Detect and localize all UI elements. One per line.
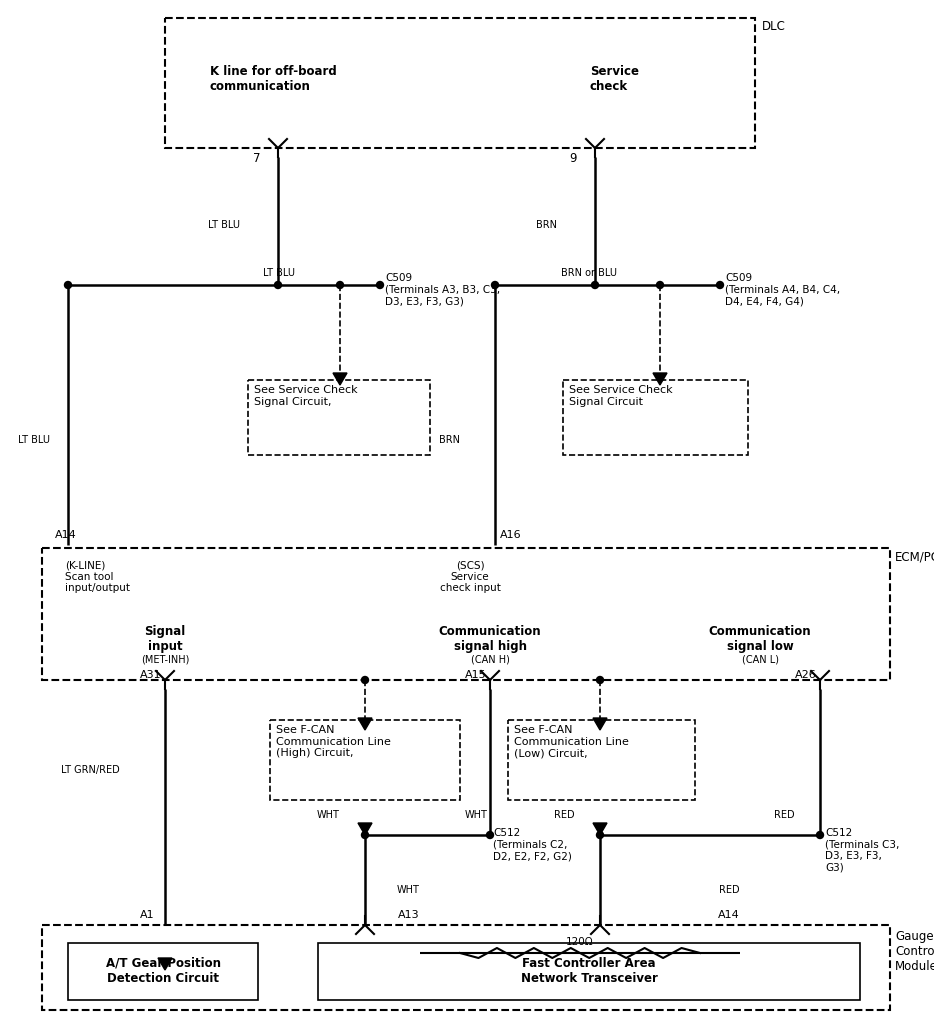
Bar — [42, 548, 890, 680]
Text: RED: RED — [719, 885, 740, 895]
Bar — [68, 943, 258, 1000]
Text: See F-CAN
Communication Line
(Low) Circuit,: See F-CAN Communication Line (Low) Circu… — [514, 725, 629, 758]
Text: (CAN H): (CAN H) — [471, 655, 509, 665]
Text: C512
(Terminals C2,
D2, E2, F2, G2): C512 (Terminals C2, D2, E2, F2, G2) — [493, 828, 572, 861]
Circle shape — [336, 282, 344, 289]
Text: Service
check: Service check — [590, 65, 639, 93]
Text: Signal
input: Signal input — [145, 625, 186, 653]
Text: A14: A14 — [718, 910, 740, 920]
Text: A16: A16 — [500, 530, 521, 540]
Text: (CAN L): (CAN L) — [742, 655, 779, 665]
Circle shape — [591, 282, 599, 289]
Text: A13: A13 — [398, 910, 419, 920]
Text: A14: A14 — [55, 530, 77, 540]
Text: C512
(Terminals C3,
D3, E3, F3,
G3): C512 (Terminals C3, D3, E3, F3, G3) — [825, 828, 899, 872]
Text: RED: RED — [774, 810, 795, 820]
Text: Gauge
Control
Module: Gauge Control Module — [895, 930, 934, 973]
Text: C509
(Terminals A4, B4, C4,
D4, E4, F4, G4): C509 (Terminals A4, B4, C4, D4, E4, F4, … — [725, 273, 840, 306]
Bar — [508, 720, 695, 800]
Polygon shape — [333, 373, 347, 385]
Circle shape — [361, 677, 369, 683]
Polygon shape — [653, 373, 667, 385]
Circle shape — [275, 282, 281, 289]
Text: C509
(Terminals A3, B3, C3,
D3, E3, F3, G3): C509 (Terminals A3, B3, C3, D3, E3, F3, … — [385, 273, 500, 306]
Bar — [248, 380, 430, 455]
Text: 120Ω: 120Ω — [566, 937, 594, 947]
Text: Communication
signal high: Communication signal high — [439, 625, 542, 653]
Bar — [563, 380, 748, 455]
Polygon shape — [158, 958, 172, 970]
Text: A1: A1 — [140, 910, 155, 920]
Circle shape — [491, 282, 499, 289]
Circle shape — [597, 831, 603, 839]
Bar — [270, 720, 460, 800]
Polygon shape — [358, 823, 372, 835]
Text: RED: RED — [555, 810, 575, 820]
Text: A15: A15 — [465, 670, 487, 680]
Text: A26: A26 — [795, 670, 816, 680]
Circle shape — [716, 282, 724, 289]
Text: (SCS)
Service
check input: (SCS) Service check input — [440, 560, 501, 593]
Text: See F-CAN
Communication Line
(High) Circuit,: See F-CAN Communication Line (High) Circ… — [276, 725, 390, 758]
Text: LT BLU: LT BLU — [18, 435, 50, 445]
Text: BRN or BLU: BRN or BLU — [561, 268, 617, 278]
Polygon shape — [593, 823, 607, 835]
Bar — [165, 18, 755, 148]
Text: (K-LINE)
Scan tool
input/output: (K-LINE) Scan tool input/output — [65, 560, 130, 593]
Text: A31: A31 — [140, 670, 162, 680]
Circle shape — [64, 282, 72, 289]
Text: K line for off-board
communication: K line for off-board communication — [210, 65, 337, 93]
Bar — [318, 943, 860, 1000]
Text: ECM/PCM: ECM/PCM — [895, 550, 934, 563]
Text: See Service Check
Signal Circuit: See Service Check Signal Circuit — [569, 385, 672, 407]
Circle shape — [597, 677, 603, 683]
Text: BRN: BRN — [439, 435, 460, 445]
Text: WHT: WHT — [397, 885, 420, 895]
Polygon shape — [358, 718, 372, 730]
Text: See Service Check
Signal Circuit,: See Service Check Signal Circuit, — [254, 385, 358, 407]
Circle shape — [376, 282, 384, 289]
Text: (MET-INH): (MET-INH) — [141, 655, 190, 665]
Text: WHT: WHT — [465, 810, 488, 820]
Circle shape — [657, 282, 663, 289]
Text: Communication
signal low: Communication signal low — [709, 625, 812, 653]
Text: WHT: WHT — [318, 810, 340, 820]
Circle shape — [487, 831, 493, 839]
Text: LT BLU: LT BLU — [263, 268, 295, 278]
Text: Fast Controller Area
Network Transceiver: Fast Controller Area Network Transceiver — [520, 957, 658, 985]
Text: BRN: BRN — [536, 220, 557, 230]
Circle shape — [361, 831, 369, 839]
Text: 9: 9 — [570, 152, 577, 165]
Text: LT BLU: LT BLU — [208, 220, 240, 230]
Polygon shape — [593, 718, 607, 730]
Text: 7: 7 — [252, 152, 260, 165]
Circle shape — [816, 831, 824, 839]
Text: DLC: DLC — [762, 20, 785, 33]
Text: LT GRN/RED: LT GRN/RED — [62, 765, 120, 775]
Text: A/T Gear Position
Detection Circuit: A/T Gear Position Detection Circuit — [106, 957, 220, 985]
Bar — [42, 925, 890, 1010]
